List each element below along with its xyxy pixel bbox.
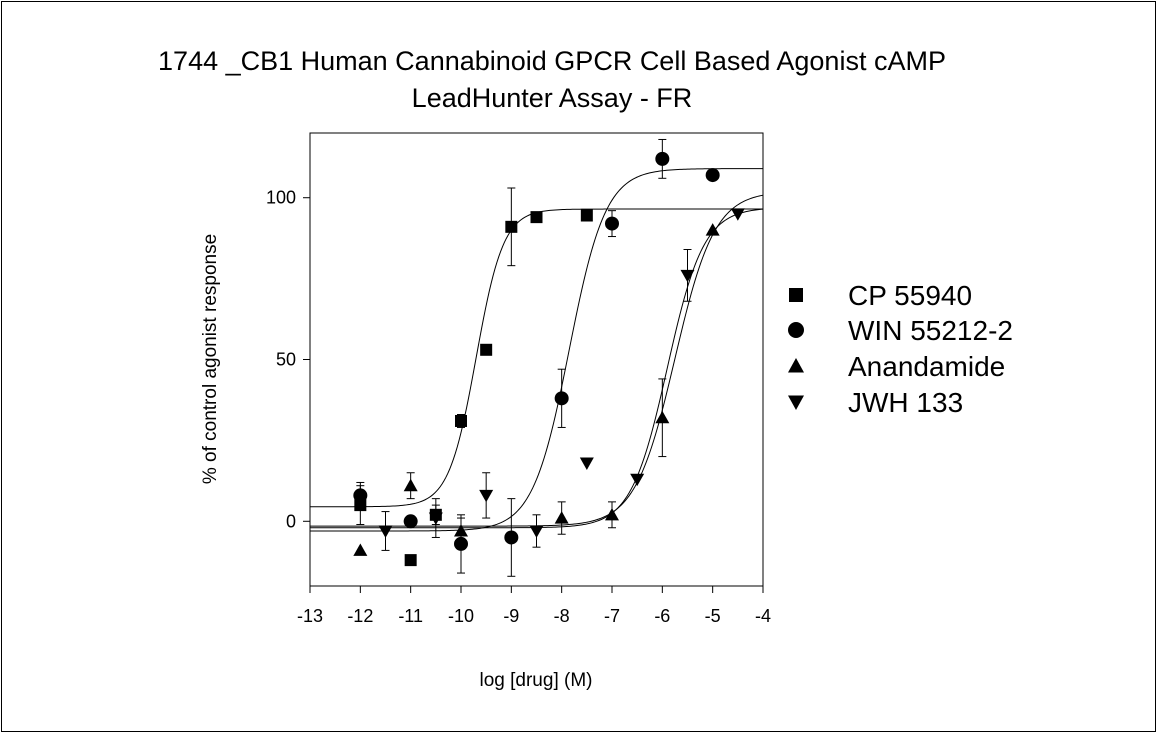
y-tick-label: 100 xyxy=(266,188,296,208)
point-anandamide xyxy=(605,507,619,521)
x-tick-label: -8 xyxy=(554,606,570,626)
x-tick-label: -6 xyxy=(654,606,670,626)
point-win-55212-2 xyxy=(554,391,569,406)
point-jwh-133 xyxy=(579,457,594,470)
x-tick-label: -5 xyxy=(705,606,721,626)
x-tick-label: -11 xyxy=(398,606,423,626)
point-win-55212-2 xyxy=(655,151,670,166)
point-anandamide xyxy=(705,223,720,236)
legend: CP 55940 WIN 55212-2 Anandamide JWH 133 xyxy=(788,280,1013,418)
legend-label-win-55212-2: WIN 55212-2 xyxy=(848,315,1013,346)
point-cp-55940 xyxy=(580,209,593,222)
point-cp-55940 xyxy=(530,211,543,224)
point-anandamide xyxy=(454,524,468,537)
point-cp-55940 xyxy=(455,414,467,427)
point-win-55212-2 xyxy=(504,530,519,545)
y-axis: 0 50 100 xyxy=(266,188,310,531)
y-tick-label: 50 xyxy=(276,350,296,370)
point-cp-55940 xyxy=(505,220,518,233)
point-jwh-133 xyxy=(479,489,494,503)
x-tick-label: -9 xyxy=(503,606,519,626)
y-axis-label: % of control agonist response xyxy=(200,234,221,484)
x-tick-label: -10 xyxy=(448,606,474,626)
point-jwh-133 xyxy=(630,473,645,487)
x-tick-label: -12 xyxy=(347,606,373,626)
legend-marker-cp-55940 xyxy=(789,288,803,302)
legend-marker-anandamide xyxy=(788,357,804,373)
point-anandamide xyxy=(353,543,368,556)
point-win-55212-2 xyxy=(605,216,619,231)
point-win-55212-2 xyxy=(353,488,368,503)
point-jwh-133 xyxy=(378,525,393,538)
y-tick-label: 0 xyxy=(286,511,296,531)
legend-label-anandamide: Anandamide xyxy=(848,351,1005,382)
legend-marker-win-55212-2 xyxy=(788,322,804,338)
point-anandamide xyxy=(554,511,569,524)
point-cp-55940 xyxy=(480,343,493,356)
legend-marker-jwh-133 xyxy=(788,395,804,411)
data-points xyxy=(353,138,745,577)
x-tick-label: -4 xyxy=(755,606,771,626)
point-win-55212-2 xyxy=(403,514,418,529)
point-jwh-133 xyxy=(680,269,695,283)
point-jwh-133 xyxy=(529,525,544,538)
point-anandamide xyxy=(403,478,418,492)
point-win-55212-2 xyxy=(705,168,720,183)
x-axis: -13 -12 -11 -10 -9 -8 -7 -6 -5 -4 xyxy=(297,586,771,626)
x-axis-label: log [drug] (M) xyxy=(480,670,593,691)
chart-title-line2: LeadHunter Assay - FR xyxy=(412,83,693,113)
legend-label-jwh-133: JWH 133 xyxy=(848,387,963,418)
x-tick-label: -13 xyxy=(297,606,323,626)
point-cp-55940 xyxy=(404,554,417,567)
chart-title-line1: 1744 _CB1 Human Cannabinoid GPCR Cell Ba… xyxy=(158,46,946,76)
x-tick-label: -7 xyxy=(604,606,620,626)
legend-label-cp-55940: CP 55940 xyxy=(848,280,972,311)
fit-curve xyxy=(310,208,763,508)
fit-curve xyxy=(310,194,763,527)
point-anandamide xyxy=(655,410,670,424)
point-jwh-133 xyxy=(428,512,443,525)
point-jwh-133 xyxy=(730,208,745,221)
